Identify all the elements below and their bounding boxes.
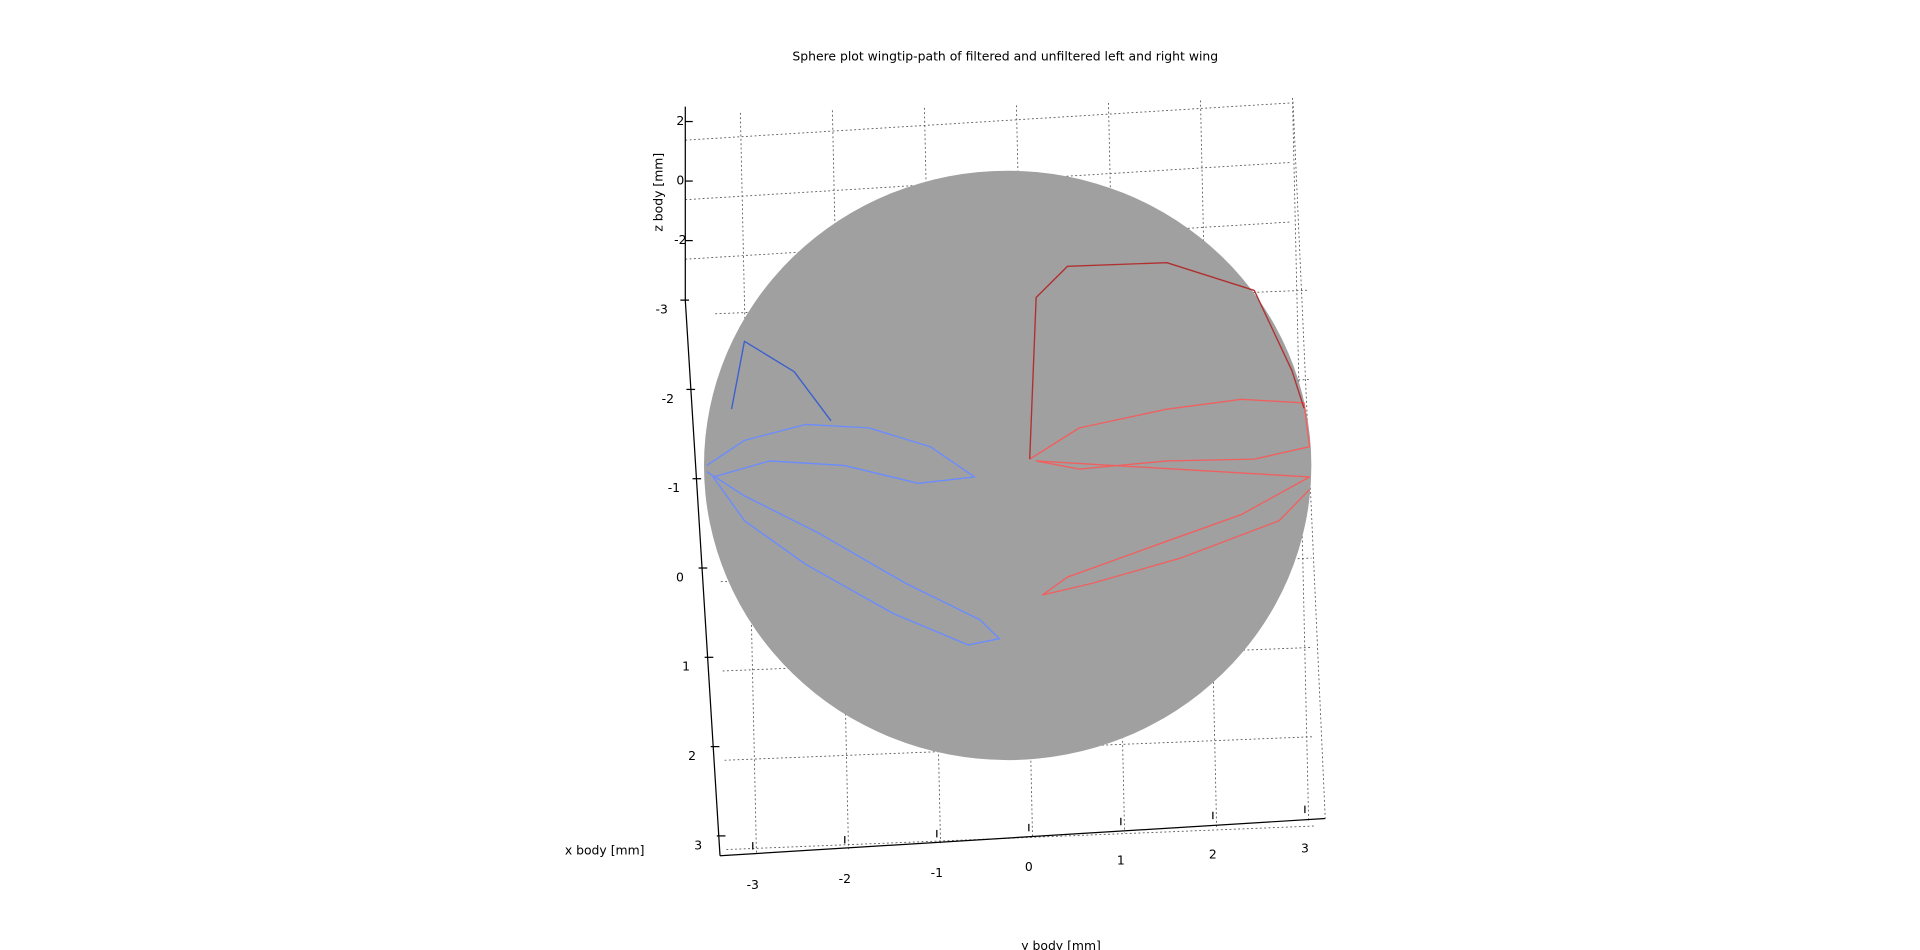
wingtip-path: [1029, 261, 1305, 460]
chart-title: Sphere plot wingtip-path of filtered and…: [792, 49, 1218, 64]
x-axis-label: x body [mm]: [565, 842, 645, 857]
y-tick-label: -1: [931, 865, 943, 880]
y-tick-label: -3: [747, 877, 759, 892]
sphere: [703, 170, 1312, 761]
x-tick-label: -1: [668, 480, 680, 495]
z-tick-label: -2: [674, 232, 686, 247]
grid-line: [685, 221, 1291, 260]
x-axis: [684, 300, 721, 856]
x-tick-label: 0: [676, 569, 684, 584]
y-tick-label: 0: [1025, 859, 1033, 874]
y-axis-label: y body [mm]: [1021, 938, 1101, 950]
grid-line: [726, 825, 1316, 850]
y-axis: [719, 817, 1326, 857]
y-tick-label: 1: [1117, 853, 1125, 868]
x-tick-label: -2: [662, 391, 674, 406]
wingtip-path: [1029, 398, 1311, 596]
grid-line: [685, 162, 1291, 201]
x-tick-label: 2: [688, 748, 696, 763]
y-tick-label: -2: [839, 871, 851, 886]
z-tick-label: 2: [676, 113, 684, 128]
y-tick-label: 2: [1209, 847, 1217, 862]
wingtip-path: [730, 340, 832, 422]
wingtip-path: [706, 423, 1001, 646]
grid-line: [724, 736, 1314, 761]
x-tick-label: -3: [656, 302, 668, 317]
y-tick-label: 3: [1301, 841, 1309, 856]
x-tick-label: 3: [694, 837, 702, 852]
grid-line: [685, 102, 1291, 141]
z-tick-label: 0: [676, 173, 684, 188]
z-axis-label: z body [mm]: [651, 153, 666, 232]
x-tick-label: 1: [682, 659, 690, 674]
